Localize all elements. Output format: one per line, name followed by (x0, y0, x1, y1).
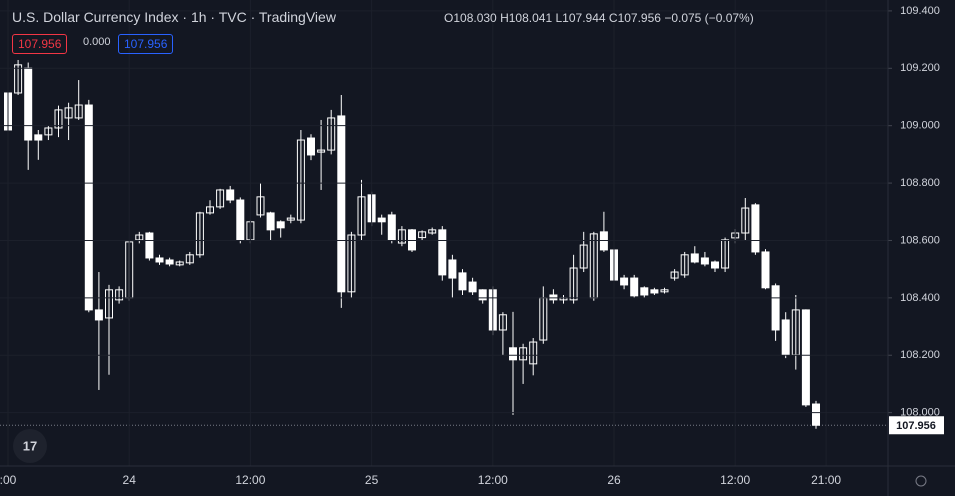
x-tick-label: 12:00 (235, 473, 265, 487)
y-tick-label: 109.000 (900, 120, 940, 132)
sell-badge[interactable]: 107.956 (12, 34, 68, 54)
y-tick-label: 108.000 (900, 407, 940, 419)
value: 107.956 (617, 11, 661, 25)
tv-logo[interactable]: 17 (13, 429, 47, 463)
x-tick-label: 25 (365, 473, 379, 487)
last-price-label: 107.956 (896, 420, 936, 432)
symbol-title[interactable]: U.S. Dollar Currency Index · 1h · TVC · … (12, 9, 336, 25)
logo-text: 17 (23, 438, 37, 453)
label: C (608, 11, 618, 25)
x-tick-label: :00 (0, 473, 17, 487)
x-tick-label: 12:00 (478, 473, 508, 487)
y-tick-label: 109.400 (900, 5, 940, 17)
y-tick-label: 108.400 (900, 292, 940, 304)
y-tick-label: 108.200 (900, 349, 940, 361)
x-tick-label: 12:00 (720, 473, 750, 487)
buy-badge[interactable]: 107.956 (118, 34, 174, 54)
change: −0.075 (−0.07%) (664, 11, 754, 25)
y-tick-label: 109.200 (900, 62, 940, 74)
label: L (555, 11, 563, 25)
x-tick-label: 21:00 (811, 473, 841, 487)
last-price-tag (889, 416, 944, 435)
x-tick-label: 24 (123, 473, 137, 487)
spread: 0.000 (83, 36, 111, 48)
value: 107.944 (562, 11, 606, 25)
y-tick-label: 108.800 (900, 177, 940, 189)
value: 108.041 (508, 11, 553, 25)
y-tick-label: 108.600 (900, 234, 940, 246)
settings-icon[interactable] (915, 475, 927, 487)
ohlc-readout: O108.030 H108.041 L107.944 C107.956 −0.0… (444, 11, 754, 25)
label: H (500, 11, 509, 25)
label: O (444, 11, 454, 25)
x-tick-label: 26 (607, 473, 621, 487)
value: 108.030 (453, 11, 497, 25)
